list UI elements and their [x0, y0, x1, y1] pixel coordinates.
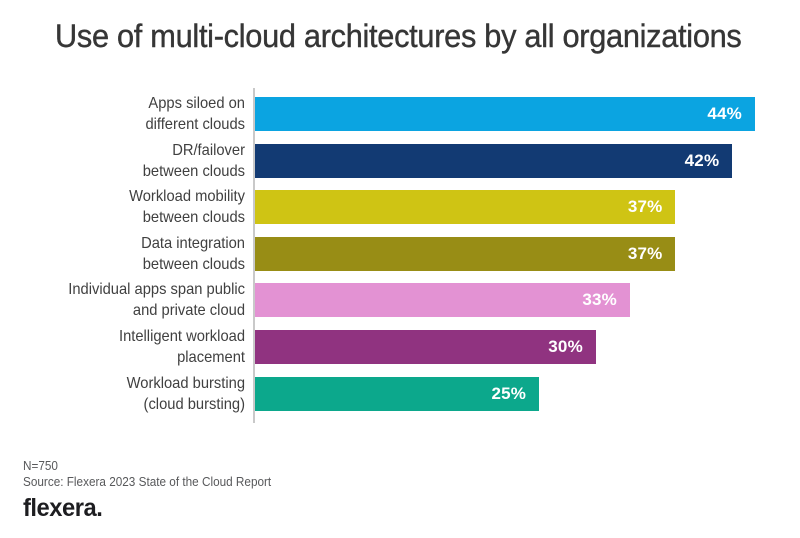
chart-title: Use of multi-cloud architectures by all …	[55, 18, 742, 54]
value-label: 44%	[707, 104, 742, 123]
chart-row: Workload mobility between clouds 37%	[0, 188, 800, 227]
bar: 42%	[255, 143, 733, 178]
category-label: Workload mobility between clouds	[129, 188, 245, 227]
chart-row: Apps siloed on different clouds 44%	[0, 95, 800, 133]
chart-row: Data integration between clouds 37%	[0, 234, 800, 273]
value-label: 37%	[627, 197, 663, 217]
bar-track: 42%	[255, 143, 800, 178]
chart-row: Individual apps span public and private …	[0, 281, 800, 320]
category-label: Apps siloed on different clouds	[145, 95, 245, 133]
chart-footer: N=750 Source: Flexera 2023 State of the …	[23, 459, 287, 523]
bar-rows: Apps siloed on different clouds 44% DR/fai…	[0, 95, 800, 413]
bar: 33%	[255, 283, 630, 318]
bar-track: 30%	[255, 329, 800, 364]
category-label: Data integration between clouds	[141, 234, 245, 273]
bar-track: 25%	[255, 376, 800, 411]
chart-row: Intelligent workload placement 30%	[0, 327, 800, 366]
bar: 37%	[255, 190, 676, 225]
bar: 37%	[255, 236, 676, 271]
category-label: DR/failover between clouds	[142, 141, 245, 180]
y-axis-line	[253, 88, 255, 423]
value-label: 42%	[684, 150, 720, 170]
bar-track: 44%	[255, 97, 800, 131]
bar: 30%	[255, 329, 596, 364]
category-label: Individual apps span public and private …	[68, 281, 245, 320]
chart-row: Workload bursting (cloud bursting) 25%	[0, 374, 800, 413]
bar-track: 37%	[255, 236, 800, 271]
bar: 25%	[255, 376, 540, 411]
source-note: Source: Flexera 2023 State of the Cloud …	[23, 475, 272, 489]
category-label: Workload bursting (cloud bursting)	[126, 374, 245, 413]
value-label: 37%	[627, 243, 663, 263]
bar-track: 33%	[255, 283, 800, 318]
value-label: 25%	[491, 383, 527, 403]
sample-size: N=750	[23, 459, 58, 473]
chart-row: DR/failover between clouds 42%	[0, 141, 800, 180]
category-label: Intelligent workload placement	[118, 327, 245, 366]
bar: 44%	[255, 97, 755, 131]
value-label: 33%	[582, 290, 617, 310]
value-label: 30%	[548, 336, 583, 356]
bar-chart: Apps siloed on different clouds 44% DR/fai…	[0, 88, 800, 423]
flexera-logo: flexera.	[23, 494, 103, 522]
bar-track: 37%	[255, 190, 800, 225]
